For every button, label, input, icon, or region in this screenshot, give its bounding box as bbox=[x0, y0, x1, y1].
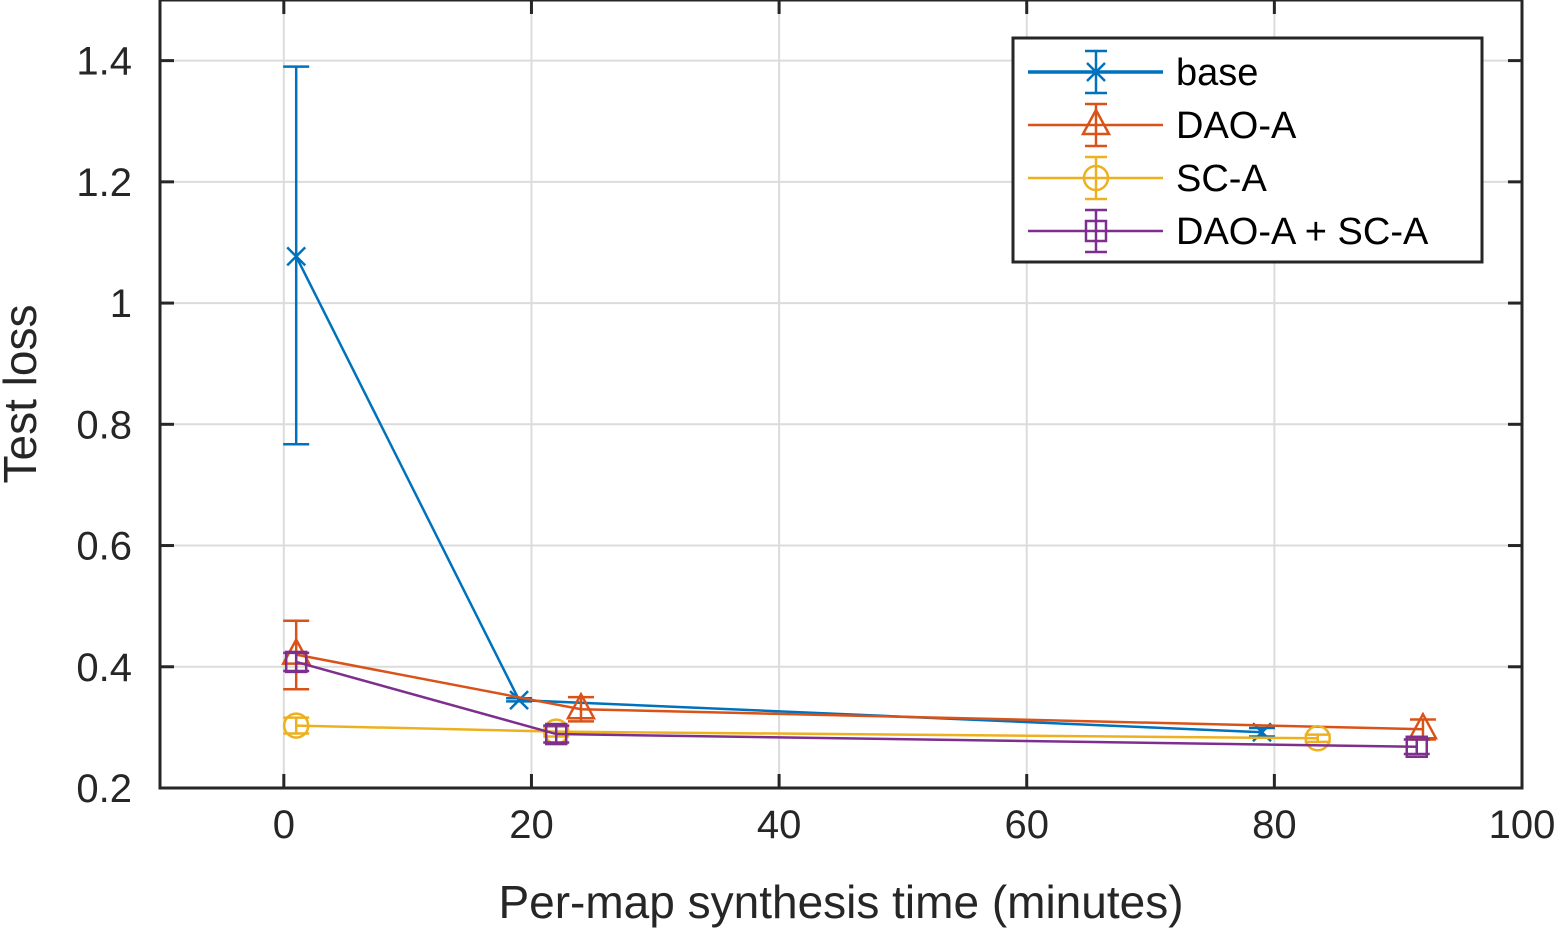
data-point-stroke bbox=[509, 690, 529, 710]
y-tick-label: 1.4 bbox=[76, 40, 132, 84]
legend-item: DAO-A bbox=[1028, 102, 1297, 148]
legend-marker bbox=[1082, 164, 1110, 192]
y-axis-label: Test loss bbox=[0, 305, 46, 484]
legend-label: DAO-A + SC-A bbox=[1176, 211, 1429, 253]
legend-item: SC-A bbox=[1028, 155, 1267, 201]
legend-item: base bbox=[1028, 49, 1258, 95]
legend: base DAO-A SC-A DAO-A + SC-A bbox=[1011, 36, 1484, 264]
legend-label: base bbox=[1176, 52, 1258, 94]
x-tick-label: 40 bbox=[757, 803, 802, 847]
legend-marker-stroke bbox=[1086, 62, 1106, 82]
series-dao-a-sc-a bbox=[283, 650, 1430, 759]
data-point bbox=[1407, 711, 1439, 740]
y-tick-label: 0.2 bbox=[76, 767, 132, 811]
legend-label: DAO-A bbox=[1176, 105, 1297, 147]
y-tick-label: 0.4 bbox=[76, 646, 132, 690]
y-tick-label: 0.8 bbox=[76, 403, 132, 447]
data-point-stroke bbox=[286, 246, 307, 267]
x-tick-label: 20 bbox=[509, 803, 554, 847]
y-tick-label: 1.2 bbox=[76, 161, 132, 205]
x-tick-label: 80 bbox=[1252, 803, 1297, 847]
y-tick-label: 1 bbox=[110, 282, 132, 326]
x-axis-label: Per-map synthesis time (minutes) bbox=[498, 876, 1183, 928]
legend-marker bbox=[1080, 107, 1112, 136]
data-point bbox=[284, 650, 308, 674]
legend-item: DAO-A + SC-A bbox=[1028, 208, 1429, 254]
data-point bbox=[1405, 735, 1429, 759]
data-point bbox=[565, 691, 597, 720]
data-point bbox=[1304, 725, 1331, 752]
series-group bbox=[281, 65, 1439, 759]
y-tick-label: 0.6 bbox=[76, 525, 132, 569]
legend-label: SC-A bbox=[1176, 158, 1267, 200]
x-tick-label: 100 bbox=[1489, 803, 1556, 847]
legend-marker bbox=[1084, 219, 1108, 243]
x-tick-label: 0 bbox=[273, 803, 295, 847]
x-tick-label: 60 bbox=[1004, 803, 1049, 847]
data-point bbox=[282, 712, 310, 739]
data-point bbox=[544, 722, 568, 746]
axis-ticks: 0 20 40 60 80 100 0.2 0.4 0.6 0.8 1 1.2 1.4 bbox=[76, 0, 1555, 847]
plot-frame bbox=[158, 0, 1524, 790]
